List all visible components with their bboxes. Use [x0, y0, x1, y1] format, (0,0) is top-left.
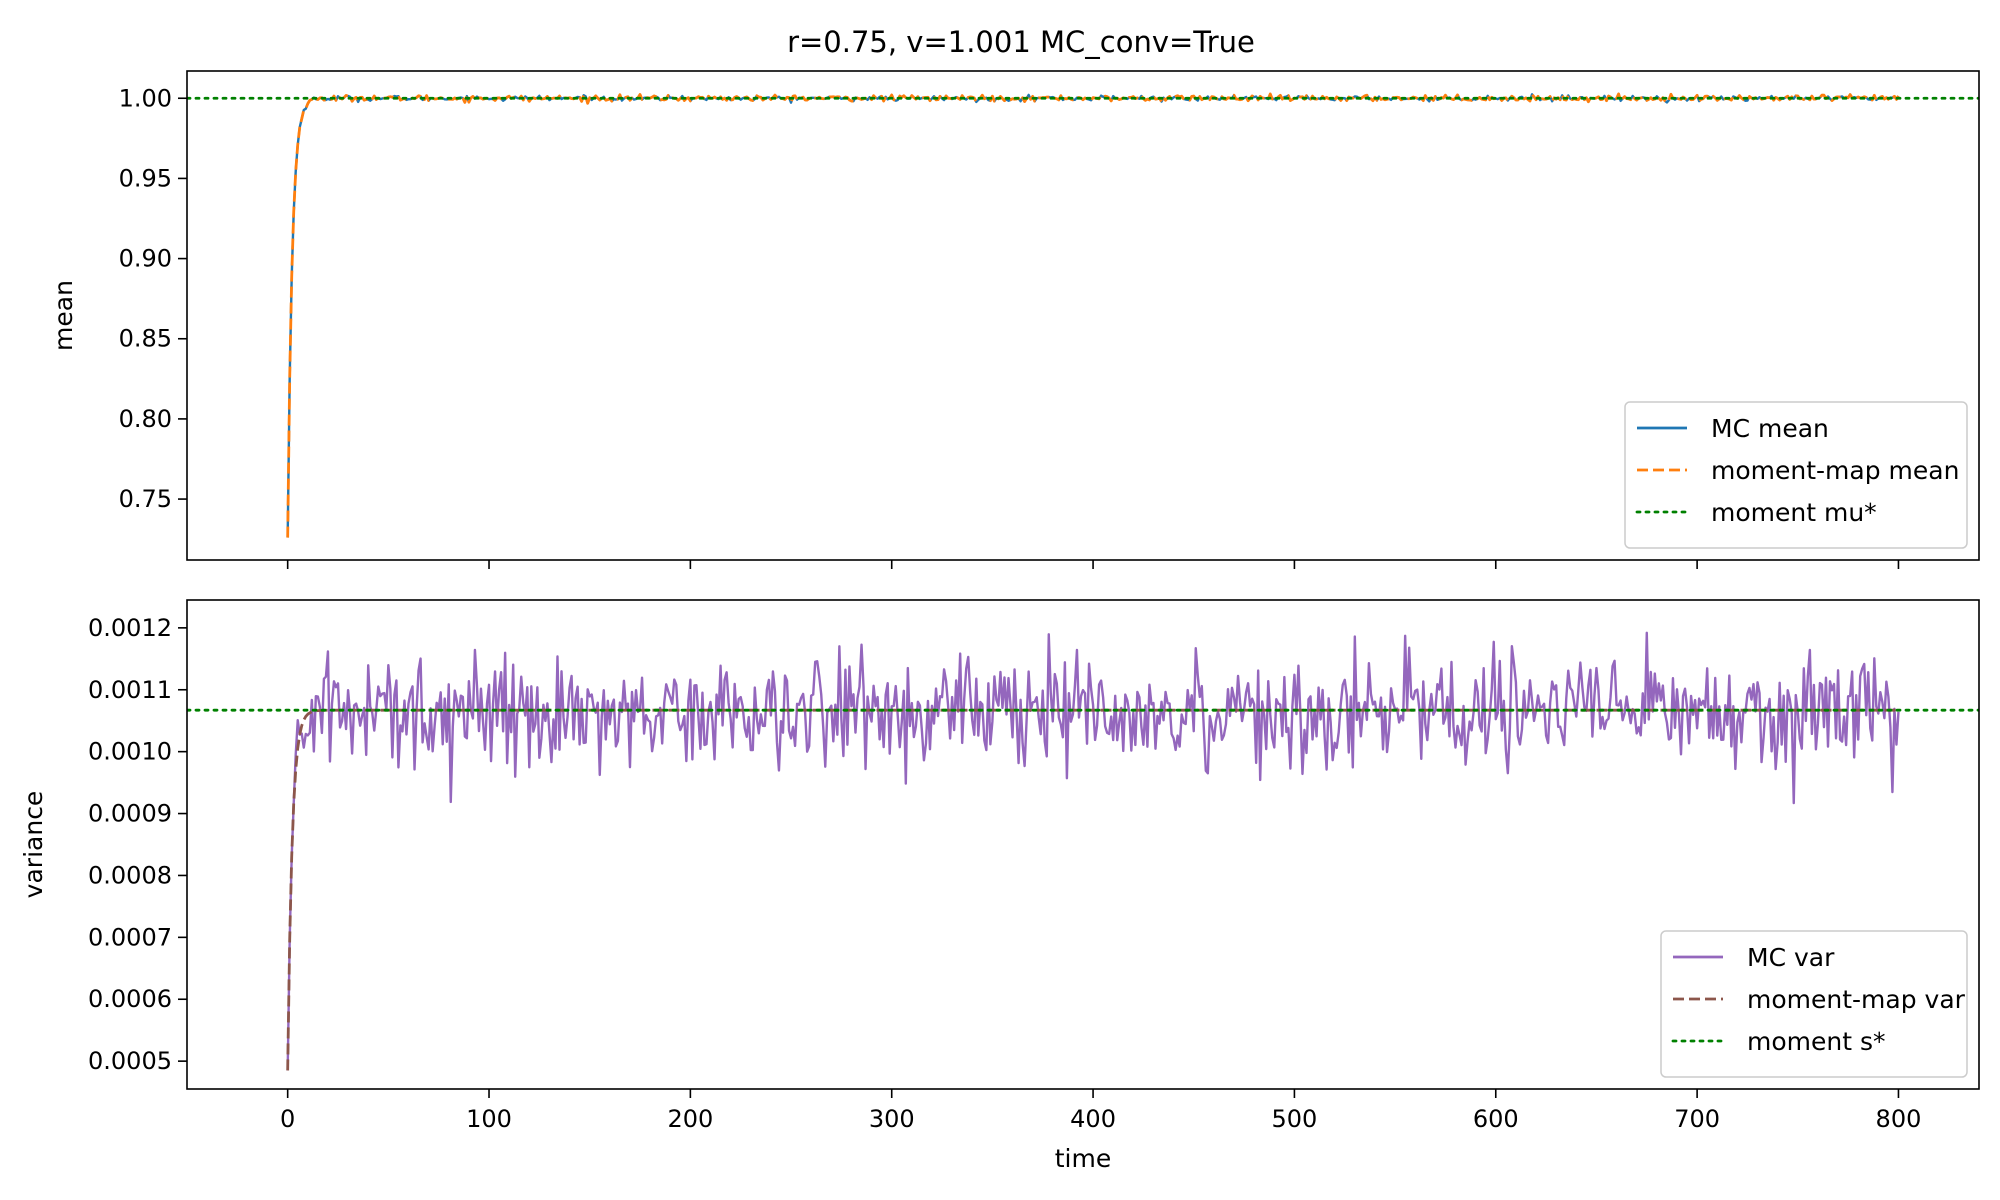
y-tick-label: 0.85 — [119, 325, 172, 353]
y-tick-label: 0.0008 — [88, 861, 172, 889]
axes-frame — [186, 70, 1980, 561]
y-tick-label: 0.0007 — [88, 923, 172, 951]
legend: MC var moment-map var moment s* — [1660, 930, 1968, 1078]
y-tick-label: 0.0010 — [88, 738, 172, 766]
y-tick-label: 0.90 — [119, 245, 172, 273]
legend-entry: moment-map mean — [1711, 456, 1959, 485]
y-tick-label: 0.0012 — [88, 614, 172, 642]
x-tick-label: 800 — [1876, 1105, 1922, 1133]
y-tick-label: 0.0009 — [88, 800, 172, 828]
y-tick-label: 1.00 — [119, 84, 172, 112]
x-tick-label: 600 — [1473, 1105, 1519, 1133]
x-axis-label: time — [1055, 1144, 1111, 1173]
y-axis-label: variance — [19, 791, 48, 899]
x-tick-label: 200 — [667, 1105, 713, 1133]
series-line-mc-var — [286, 631, 1900, 1071]
plot-area — [187, 92, 1979, 538]
x-tick-label: 0 — [280, 1105, 295, 1133]
x-tick-label: 400 — [1070, 1105, 1116, 1133]
legend-entry: moment s* — [1747, 1027, 1886, 1056]
y-axis-label: mean — [49, 280, 78, 351]
axes-frame — [186, 599, 1980, 1090]
x-tick-label: 100 — [466, 1105, 512, 1133]
y-tick-label: 0.0006 — [88, 985, 172, 1013]
x-tick-label: 300 — [869, 1105, 915, 1133]
x-tick-label: 500 — [1272, 1105, 1318, 1133]
y-tick-label: 0.75 — [119, 485, 172, 513]
variance-panel: 0 100 200 300 400 500 600 700 800 0.0005 0.0006 0.0… — [19, 599, 1980, 1173]
legend-entry: MC var — [1747, 943, 1835, 972]
y-tick-label: 0.0005 — [88, 1047, 172, 1075]
legend-box — [1660, 930, 1968, 1078]
y-tick-label: 0.95 — [119, 164, 172, 192]
legend-entry: MC mean — [1711, 414, 1829, 443]
y-tick-label: 0.80 — [119, 405, 172, 433]
x-tick-label: 700 — [1674, 1105, 1720, 1133]
legend-entry: moment mu* — [1711, 498, 1877, 527]
y-tick-label: 0.0011 — [88, 676, 172, 704]
figure-title: r=0.75, v=1.001 MC_conv=True — [787, 25, 1255, 59]
plot-area — [187, 631, 1979, 1071]
legend-entry: moment-map var — [1747, 985, 1966, 1014]
legend: MC mean moment-map mean moment mu* — [1624, 401, 1968, 549]
mean-panel: 0.75 0.80 0.85 0.90 0.95 1.00 mean MC mean momen… — [49, 70, 1980, 569]
legend-box — [1624, 401, 1968, 549]
